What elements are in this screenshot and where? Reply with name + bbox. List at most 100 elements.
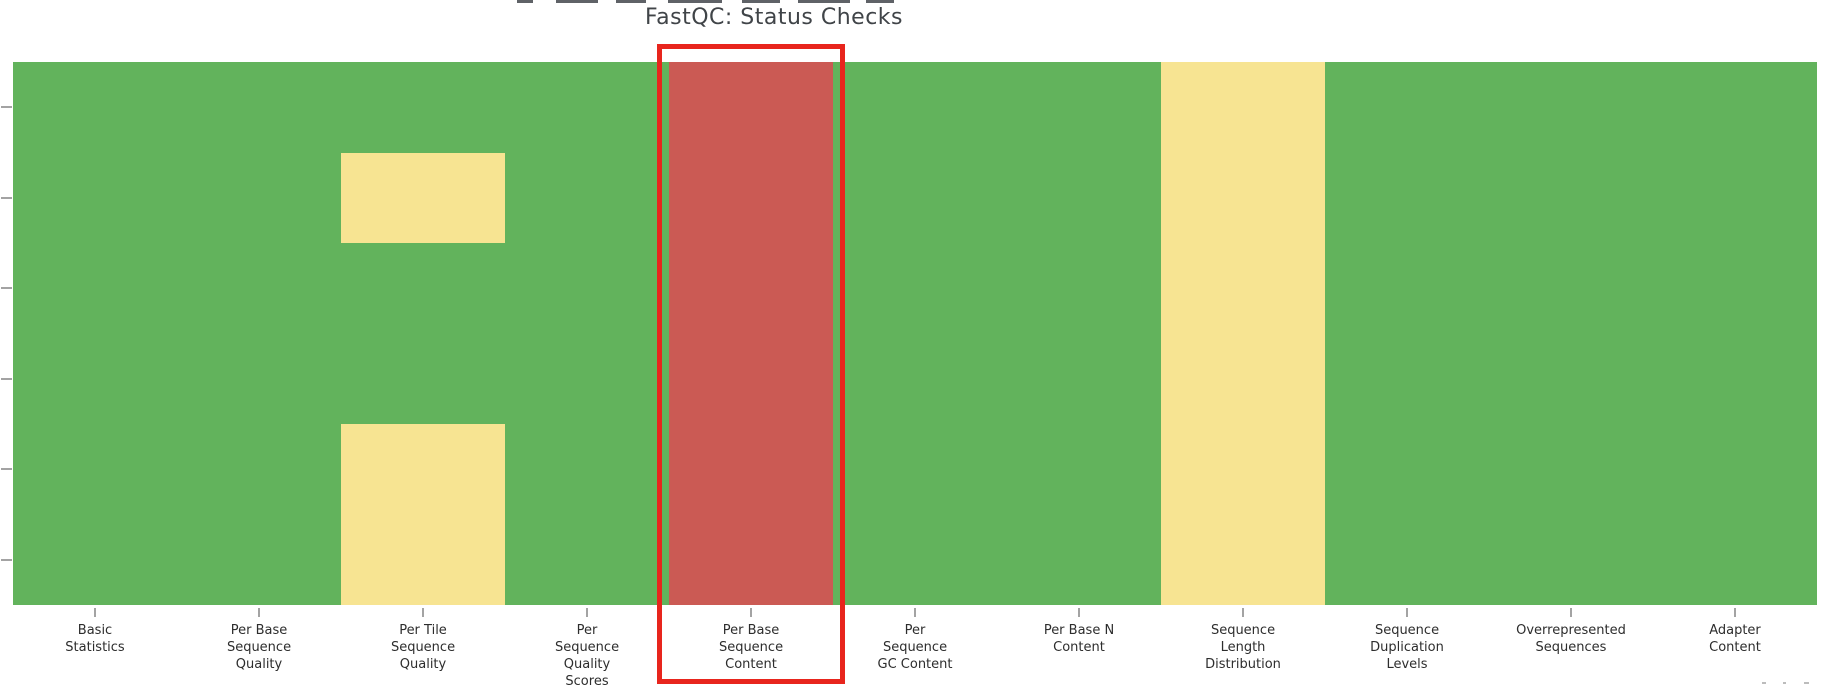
x-axis-tick [586,608,588,617]
heatmap-cell[interactable] [13,424,177,515]
y-axis-tick [1,106,12,109]
x-axis-label: Overrepresented Sequences [1489,622,1653,656]
heatmap-cell[interactable] [1325,424,1489,515]
x-axis-label: Per Base Sequence Quality [177,622,341,673]
heatmap-cell[interactable] [505,424,669,515]
heatmap-cell[interactable] [13,62,177,153]
heatmap-cell[interactable] [1161,62,1325,153]
heatmap-cell[interactable] [505,333,669,424]
x-axis-label-line: Content [725,657,777,672]
x-axis-label-line: Length [1220,640,1266,655]
heatmap-cell[interactable] [669,333,833,424]
heatmap-cell[interactable] [13,243,177,334]
heatmap-cell[interactable] [1161,424,1325,515]
heatmap-cell[interactable] [341,62,505,153]
y-axis-tick [1,287,12,290]
y-axis-tick [1,558,12,561]
y-axis-tick [1,468,12,471]
heatmap-cell[interactable] [177,424,341,515]
x-axis-label: Per Base N Content [997,622,1161,656]
x-axis-label-line: Per [576,623,598,638]
heatmap-cell[interactable] [13,152,177,243]
heatmap-cell[interactable] [177,152,341,243]
heatmap-cell[interactable] [997,243,1161,334]
x-axis-label-line: Sequence [1210,623,1276,638]
heatmap-cell[interactable] [505,514,669,605]
x-axis-tick [258,608,260,617]
heatmap-cell[interactable] [1325,333,1489,424]
heatmap-cell[interactable] [341,152,505,243]
heatmap-cell[interactable] [997,152,1161,243]
heatmap-cell[interactable] [833,424,997,515]
heatmap-cell[interactable] [13,514,177,605]
plot-title: FastQC: Status Checks [644,5,904,30]
x-axis-label: Sequence Duplication Levels [1325,622,1489,673]
heatmap-cell[interactable] [669,243,833,334]
heatmap-cell[interactable] [997,333,1161,424]
heatmap-cell[interactable] [1325,62,1489,153]
heatmap-cell[interactable] [1489,152,1653,243]
x-axis-label: Per Base Sequence Content [669,622,833,673]
heatmap-cell[interactable] [669,424,833,515]
heatmap-cell[interactable] [833,514,997,605]
heatmap-cell[interactable] [669,62,833,153]
x-axis-label-line: Basic [77,623,113,638]
heatmap-cell[interactable] [505,62,669,153]
heatmap-cell[interactable] [1489,424,1653,515]
heatmap-cell[interactable] [1489,62,1653,153]
heatmap-cell[interactable] [1653,424,1817,515]
x-axis-label: Basic Statistics [13,622,177,656]
heatmap-cell[interactable] [1161,514,1325,605]
heatmap-cell[interactable] [1653,333,1817,424]
heatmap-cell[interactable] [1489,243,1653,334]
heatmap-cell[interactable] [1161,243,1325,334]
x-axis-label: Per Sequence GC Content [833,622,997,673]
heatmap-cell[interactable] [669,514,833,605]
heatmap-cell[interactable] [833,333,997,424]
heatmap-cell[interactable] [177,62,341,153]
heatmap-cell[interactable] [1489,333,1653,424]
heatmap-cell[interactable] [1489,514,1653,605]
heatmap-cell[interactable] [997,62,1161,153]
x-axis-label-line: Per Base N [1043,623,1115,638]
heatmap-cell[interactable] [833,243,997,334]
x-axis-label: Per Sequence Quality Scores [505,622,669,687]
heatmap-cell[interactable] [505,152,669,243]
heatmap-cell[interactable] [1161,152,1325,243]
x-axis-label-line: Distribution [1205,657,1281,672]
heatmap-cell[interactable] [1653,62,1817,153]
heatmap-cell[interactable] [505,243,669,334]
status-heatmap [13,62,1817,605]
heatmap-cell[interactable] [341,514,505,605]
heatmap-cell[interactable] [1161,333,1325,424]
x-axis-label: Adapter Content [1653,622,1817,656]
x-axis-label-line: Per Tile [399,623,447,638]
x-axis-tick [422,608,424,617]
heatmap-cell[interactable] [833,62,997,153]
x-axis-label-line: Duplication [1370,640,1444,655]
heatmap-cell[interactable] [1653,152,1817,243]
heatmap-cell[interactable] [669,152,833,243]
heatmap-cell[interactable] [1325,243,1489,334]
y-axis-tick [1,377,12,380]
heatmap-cell[interactable] [177,333,341,424]
x-axis-label-line: Per Base [722,623,780,638]
heatmap-cell[interactable] [997,424,1161,515]
heatmap-cell[interactable] [341,424,505,515]
heatmap-cell[interactable] [341,333,505,424]
heatmap-cell[interactable] [1653,514,1817,605]
heatmap-cell[interactable] [177,243,341,334]
heatmap-cell[interactable] [1325,152,1489,243]
heatmap-cell[interactable] [1653,243,1817,334]
heatmap-cell[interactable] [997,514,1161,605]
heatmap-cell[interactable] [1325,514,1489,605]
x-axis-tick [1406,608,1408,617]
x-axis-label-line: Quality [235,657,283,672]
heatmap-cell[interactable] [341,243,505,334]
x-axis-label: Sequence Length Distribution [1161,622,1325,673]
heatmap-cell[interactable] [177,514,341,605]
x-axis-label: Per Tile Sequence Quality [341,622,505,673]
heatmap-cell[interactable] [13,333,177,424]
heatmap-cell[interactable] [833,152,997,243]
